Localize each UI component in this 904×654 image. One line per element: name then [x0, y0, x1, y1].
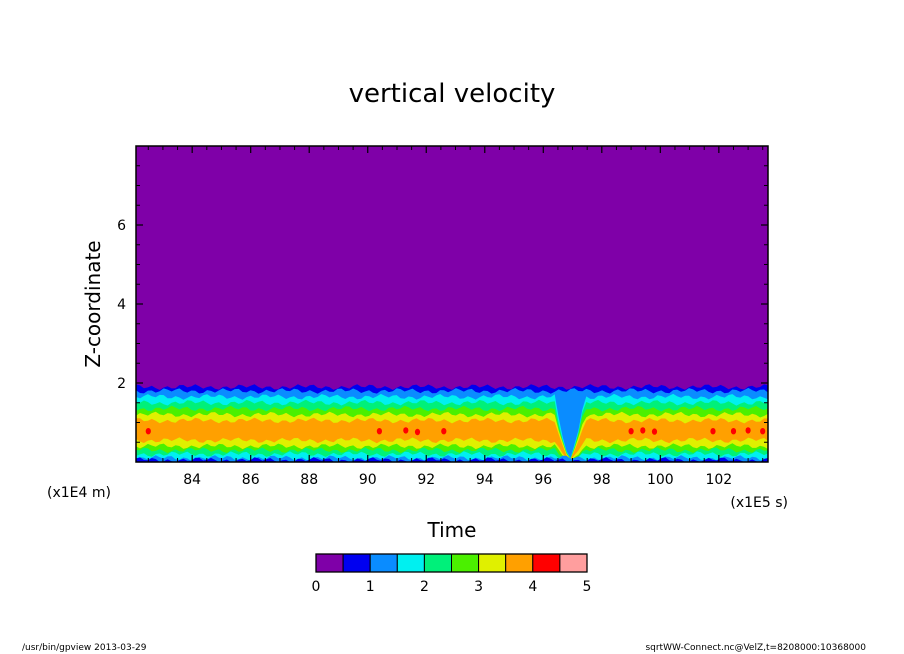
contour-peak [628, 428, 634, 435]
contour-peak [376, 428, 382, 435]
colorbar-swatch [396, 553, 425, 573]
contour-peak [730, 428, 737, 435]
colorbar-swatch [451, 553, 480, 573]
colorbar-tick-label: 4 [528, 579, 537, 595]
contour-peak [710, 428, 716, 435]
contour-peak [651, 428, 658, 435]
y-tick-label: 6 [117, 218, 126, 234]
colorbar-swatch [532, 553, 561, 573]
x-tick-label: 94 [476, 472, 494, 488]
x-axis-title: Time [427, 518, 477, 542]
x-tick-label: 100 [647, 472, 674, 488]
colorbar-tick-label: 3 [474, 579, 483, 595]
colorbar-tick-label: 0 [312, 579, 321, 595]
y-axis-title: Z-coordinate [81, 240, 105, 367]
contour-peak [640, 427, 646, 434]
x-tick-label: 86 [242, 472, 260, 488]
x-tick-label: 88 [300, 472, 318, 488]
contour-peak [414, 428, 421, 436]
colorbar: 0 1 2 3 4 5 [312, 553, 592, 595]
x-tick-label: 92 [417, 472, 435, 488]
colorbar-frame [315, 553, 588, 573]
footer-right: sqrtWW-Connect.nc@VelZ,t=8208000:1036800… [645, 643, 866, 653]
colorbar-swatch [342, 553, 371, 573]
colorbar-swatch [505, 553, 534, 573]
contour-peak [441, 428, 447, 435]
x-tick-label: 84 [183, 472, 201, 488]
contour-band [136, 457, 768, 462]
y-tick-label: 4 [117, 297, 126, 313]
chart-title: vertical velocity [349, 79, 556, 109]
colorbar-swatch [423, 553, 452, 573]
contour-peak [760, 428, 766, 435]
x-tick-label: 96 [534, 472, 552, 488]
y-axis-unit: (x1E4 m) [47, 485, 111, 501]
colorbar-tick-label: 2 [420, 579, 429, 595]
contour-peak [145, 428, 151, 435]
colorbar-tick-label: 5 [583, 579, 592, 595]
plot-area [135, 145, 769, 463]
contour-field [136, 146, 768, 462]
contour-peak [745, 427, 751, 434]
y-tick-label: 2 [117, 376, 126, 392]
x-axis: 84 86 88 90 92 94 96 98 100 102 [147, 146, 764, 488]
y-axis: 2 4 6 [117, 165, 768, 443]
x-axis-unit: (x1E5 s) [730, 495, 788, 511]
x-tick-label: 102 [705, 472, 732, 488]
x-tick-label: 90 [359, 472, 377, 488]
colorbar-tick-label: 1 [366, 579, 375, 595]
colorbar-swatch [369, 553, 398, 573]
colorbar-swatch [478, 553, 507, 573]
footer-left: /usr/bin/gpview 2013-03-29 [22, 643, 147, 653]
colorbar-swatch [315, 553, 344, 573]
contour-peak [403, 427, 409, 434]
colorbar-swatch [559, 553, 588, 573]
x-tick-label: 98 [593, 472, 611, 488]
